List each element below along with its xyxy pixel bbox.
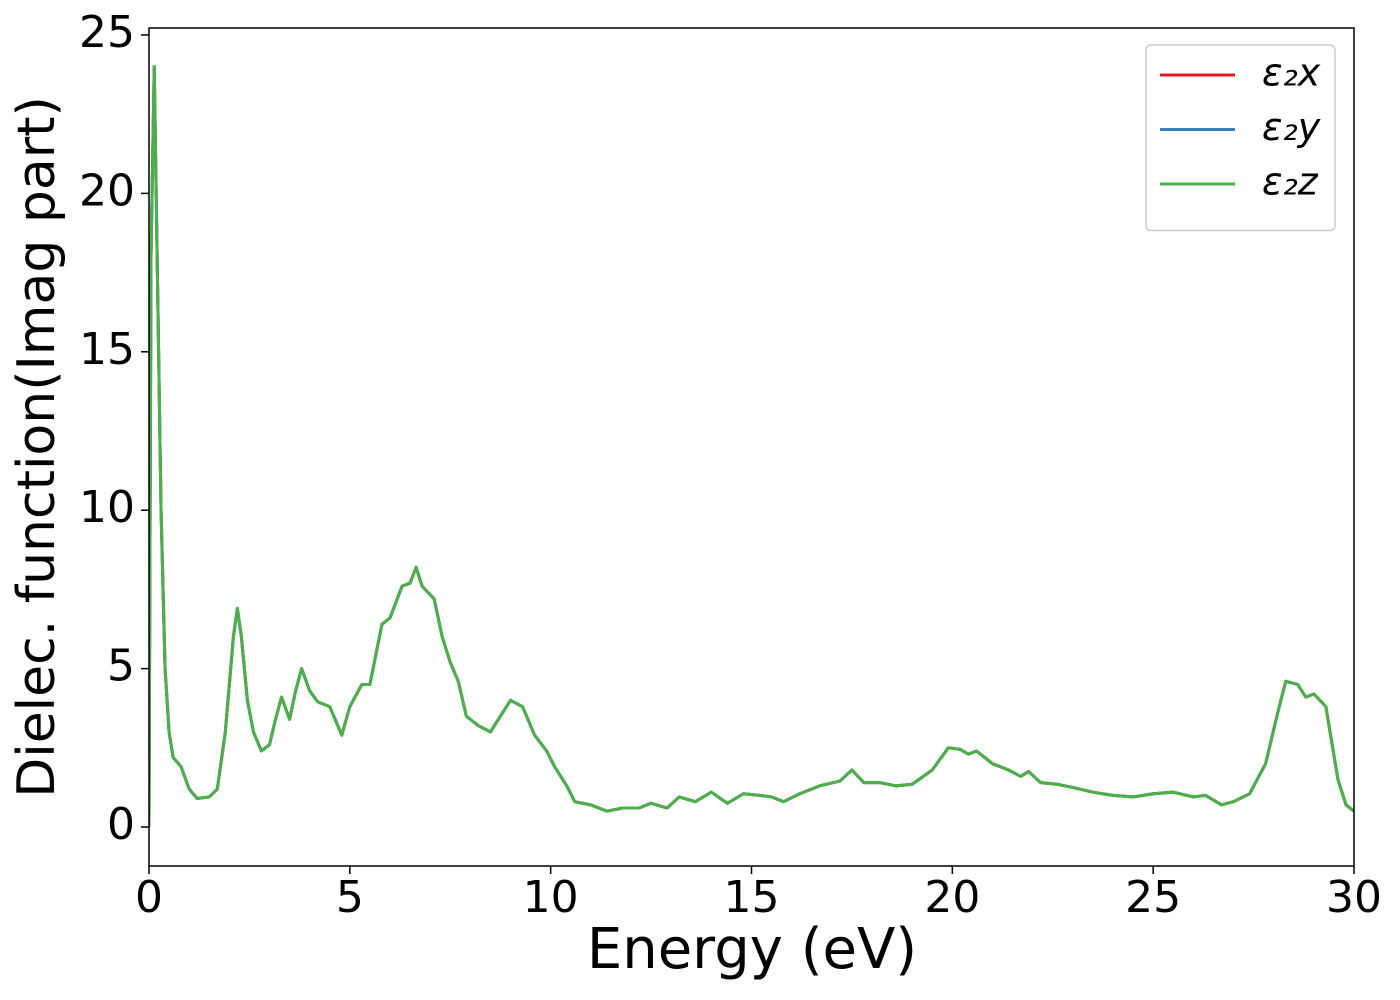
y-tick-label: 0 xyxy=(107,799,135,850)
y-tick-label: 10 xyxy=(79,482,135,533)
x-tick-label: 0 xyxy=(135,872,163,923)
legend-label: ε₂y xyxy=(1262,105,1321,149)
legend-label: ε₂x xyxy=(1262,51,1321,95)
x-tick-label: 30 xyxy=(1326,872,1382,923)
x-axis-label: Energy (eV) xyxy=(587,917,917,982)
x-tick-label: 25 xyxy=(1125,872,1181,923)
x-tick-label: 20 xyxy=(924,872,980,923)
plot-frame xyxy=(148,27,1355,867)
x-tick-label: 10 xyxy=(523,872,579,923)
x-tick-label: 5 xyxy=(336,872,364,923)
y-axis-label: Dielec. function(Imag part) xyxy=(7,96,67,798)
x-tick-label: 15 xyxy=(724,872,780,923)
y-tick-label: 15 xyxy=(79,324,135,375)
y-tick-label: 20 xyxy=(79,165,135,216)
series-line xyxy=(149,65,1354,828)
legend-label: ε₂z xyxy=(1262,160,1319,204)
y-tick-label: 5 xyxy=(107,641,135,692)
y-tick-label: 25 xyxy=(79,7,135,58)
